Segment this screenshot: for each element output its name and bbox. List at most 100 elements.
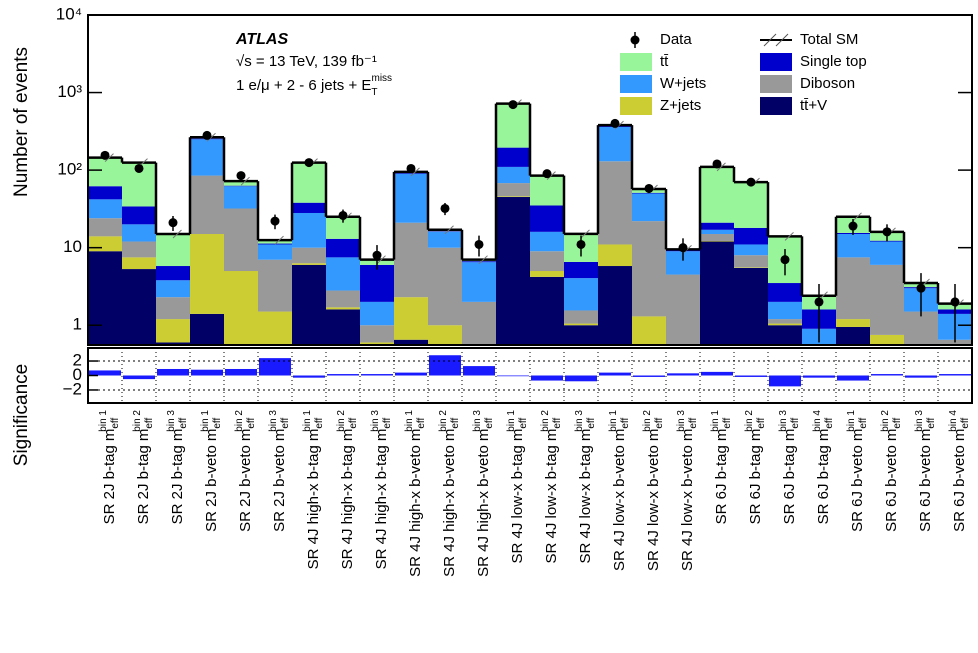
stack-segment	[292, 247, 326, 264]
x-label-var: m	[271, 429, 288, 442]
stack-segment	[496, 103, 530, 148]
x-label-bin: bin 4	[948, 410, 959, 432]
x-label-sub: eff	[314, 417, 325, 428]
stack-segment	[564, 310, 598, 324]
data-point	[644, 183, 654, 193]
stack-segment	[700, 241, 734, 345]
x-label-sub: eff	[620, 417, 631, 428]
significance-bar	[395, 372, 427, 376]
x-label-sub: eff	[654, 417, 665, 428]
significance-bar	[89, 370, 121, 376]
stack-segment	[360, 325, 394, 343]
legend-swatch	[620, 97, 652, 115]
x-label-bin: bin 3	[778, 410, 789, 432]
x-label-region: SR 2J b-veto	[271, 445, 288, 532]
legend-swatch	[760, 75, 792, 93]
data-point	[134, 163, 144, 173]
x-label-var: m	[475, 429, 492, 442]
stack-segment	[836, 234, 870, 258]
x-label-var: m	[815, 429, 832, 442]
x-label-bin: bin 4	[812, 410, 823, 432]
significance-bar	[837, 375, 869, 381]
x-label-region: SR 2J b-tag	[135, 445, 152, 524]
stack-segment	[224, 186, 258, 209]
significance-bar	[701, 371, 733, 376]
stack-segment	[598, 266, 632, 345]
significance-bar	[259, 358, 291, 376]
significance-bar	[429, 355, 461, 376]
data-point	[202, 130, 212, 140]
x-label-sub: eff	[416, 417, 427, 428]
stack-segment	[224, 208, 258, 272]
x-label-bin: bin 2	[744, 410, 755, 432]
data-point	[814, 297, 824, 307]
stack-segment	[530, 205, 564, 232]
x-label-region: SR 6J b-veto	[883, 445, 900, 532]
x-label-var: m	[917, 429, 934, 442]
stack-segment	[394, 339, 428, 345]
stack-segment	[632, 193, 666, 222]
stack-segment	[870, 241, 904, 265]
x-label-var: m	[679, 429, 696, 442]
total-sm-hatch	[240, 176, 250, 186]
x-tick-label: SR 4J high-x b-veto meffbin 3	[472, 410, 495, 577]
x-label-var: m	[883, 429, 900, 442]
significance-bar	[293, 375, 325, 378]
x-tick-label: SR 4J low-x b-veto meffbin 1	[608, 410, 631, 571]
x-tick-label: SR 6J b-tag meffbin 4	[812, 410, 835, 525]
stack-segment	[428, 325, 462, 345]
x-label-var: m	[713, 429, 730, 442]
x-label-bin: bin 1	[98, 410, 109, 432]
stack-segment	[224, 271, 258, 345]
legend-total-hatch	[775, 33, 789, 47]
stack-segment	[88, 199, 122, 219]
stack-segment	[394, 297, 428, 340]
stack-segment	[292, 202, 326, 213]
data-point	[882, 227, 892, 237]
x-label-var: m	[951, 429, 968, 442]
x-tick-label: SR 6J b-veto meffbin 3	[914, 410, 937, 532]
x-label-bin: bin 2	[642, 410, 653, 432]
x-tick-label: SR 4J high-x b-tag meffbin 1	[302, 410, 325, 570]
stack-segment	[156, 297, 190, 320]
x-label-bin: bin 2	[336, 410, 347, 432]
x-label-bin: bin 2	[880, 410, 891, 432]
y-tick-label: 10	[63, 237, 82, 256]
stack-segment	[564, 325, 598, 345]
stack-segment	[258, 244, 292, 260]
stack-segment	[530, 231, 564, 252]
y-tick-label: 10³	[57, 82, 82, 101]
stack-segment	[700, 240, 734, 242]
x-label-var: m	[747, 429, 764, 442]
total-sm-hatch	[104, 153, 114, 162]
x-label-var: m	[441, 429, 458, 442]
x-tick-label: SR 6J b-tag meffbin 2	[744, 410, 767, 525]
x-label-bin: bin 3	[268, 410, 279, 432]
x-label-var: m	[339, 429, 356, 442]
x-label-sub: eff	[280, 417, 291, 428]
data-point	[168, 218, 178, 228]
total-sm-hatch	[206, 132, 216, 142]
selection-text: 1 e/μ + 2 - 6 jets + E	[236, 77, 371, 94]
x-tick-label: SR 4J low-x b-tag meffbin 3	[574, 410, 597, 564]
stack-segment	[496, 196, 530, 198]
data-point	[508, 100, 518, 110]
x-tick-label: SR 2J b-veto meffbin 3	[268, 410, 291, 532]
x-label-bin: bin 1	[608, 410, 619, 432]
data-point	[474, 239, 484, 249]
x-label-bin: bin 1	[200, 410, 211, 432]
significance-bar	[769, 375, 801, 387]
x-label-var: m	[237, 429, 254, 442]
x-label-region: SR 4J low-x b-veto	[679, 445, 696, 571]
stack-segment	[632, 221, 666, 317]
total-sm-hatch	[376, 255, 386, 265]
legend-label: Z+jets	[660, 97, 701, 114]
stack-segment	[598, 126, 632, 162]
total-sm-hatch	[546, 171, 556, 180]
significance-bar	[531, 375, 563, 381]
stack-segment	[122, 206, 156, 225]
data-point	[406, 163, 416, 173]
x-label-var: m	[509, 429, 526, 442]
total-sm-hatch	[580, 229, 590, 239]
